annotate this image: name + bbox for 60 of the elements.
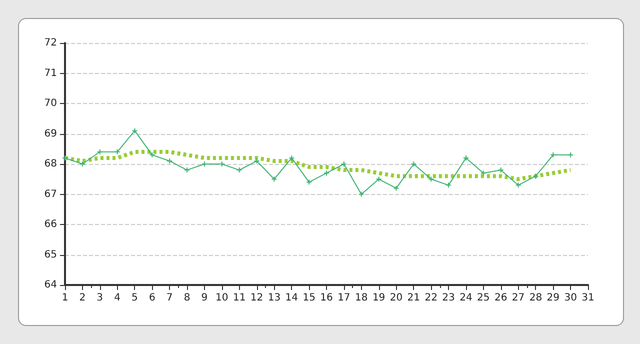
x-tick-label: 21 — [407, 292, 420, 304]
x-tick-label: 12 — [250, 292, 264, 304]
x-tick-label: 14 — [285, 292, 298, 304]
x-tick-label: 1 — [62, 292, 68, 304]
x-tick-label: 28 — [529, 292, 542, 304]
point — [132, 128, 138, 134]
x-tick-label: 18 — [355, 292, 368, 304]
point — [306, 179, 312, 186]
x-tick-label: 24 — [460, 292, 472, 304]
x-tick-label: 11 — [232, 292, 246, 304]
y-tick-label: 64 — [44, 280, 57, 290]
x-tick-label: 17 — [338, 292, 350, 304]
x-tick-label: 3 — [96, 292, 104, 304]
x-tick-label: 19 — [372, 292, 386, 304]
x-tick-label: 26 — [494, 292, 508, 304]
point — [428, 176, 434, 182]
point — [550, 152, 556, 158]
point — [393, 185, 400, 192]
y-tick-label: 66 — [44, 219, 57, 230]
x-tick-label: 25 — [477, 292, 490, 304]
point — [149, 152, 156, 158]
y-tick-label: 70 — [44, 98, 57, 109]
x-tick-label: 29 — [546, 292, 560, 304]
y-tick-label: 67 — [44, 188, 57, 200]
point — [480, 170, 486, 176]
x-tick-label: 10 — [216, 292, 228, 304]
point — [96, 148, 103, 155]
point — [376, 176, 382, 182]
x-tick-label: 16 — [320, 292, 333, 304]
y-tick-label: 69 — [44, 128, 57, 140]
point — [340, 161, 347, 167]
y-tick-label: 72 — [44, 38, 57, 48]
x-tick-label: 4 — [114, 292, 120, 304]
x-tick-label: 9 — [201, 292, 208, 304]
x-tick-label: 15 — [302, 292, 316, 304]
x-tick-label: 20 — [390, 292, 403, 304]
point — [358, 191, 364, 198]
x-tick-label: 2 — [79, 292, 86, 304]
point — [324, 170, 330, 176]
point — [446, 182, 452, 188]
y-tick-label: 71 — [44, 68, 57, 79]
x-tick-label: 5 — [132, 292, 138, 304]
x-tick-label: 22 — [424, 292, 438, 304]
point — [515, 182, 522, 188]
y-tick-label: 65 — [44, 249, 57, 260]
point — [114, 148, 120, 155]
x-tick-label: 7 — [166, 292, 173, 304]
point — [410, 161, 417, 167]
x-tick-label: 13 — [268, 292, 281, 304]
line-series — [63, 150, 573, 182]
x-tick-label: 31 — [582, 292, 594, 304]
x-tick-label: 23 — [442, 292, 455, 304]
x-tick-label: 8 — [184, 292, 190, 304]
x-tick-label: 27 — [512, 292, 525, 304]
point — [271, 176, 278, 182]
x-tick-label: 30 — [564, 292, 577, 304]
point — [79, 161, 86, 167]
point — [532, 173, 539, 180]
y-tick-label: 68 — [44, 158, 57, 170]
x-tick-label: 6 — [148, 292, 156, 304]
